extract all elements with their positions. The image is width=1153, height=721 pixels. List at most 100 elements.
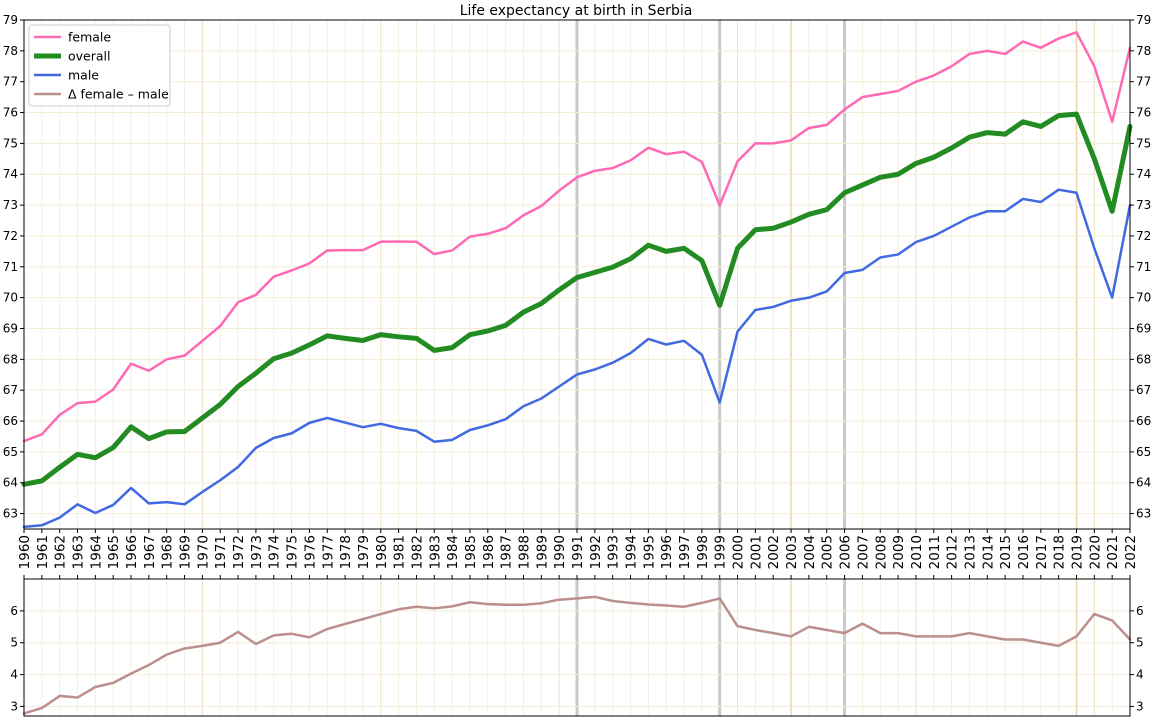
- series-line-female: [22, 31, 1132, 443]
- top-y-tick-label: 71: [3, 260, 18, 274]
- x-tick-label: 1987: [499, 535, 515, 569]
- x-tick-label: 1968: [160, 535, 176, 569]
- x-tick-label: 1993: [606, 535, 622, 569]
- top-y-tick-label-right: 75: [1136, 136, 1151, 150]
- top-y-tick-label: 64: [3, 476, 18, 490]
- top-y-tick-label-right: 79: [1136, 13, 1151, 27]
- x-tick-label: 1972: [231, 535, 247, 569]
- bottom-y-tick-label: 6: [10, 604, 18, 618]
- top-y-tick-label: 78: [3, 44, 18, 58]
- x-tick-label: 1963: [71, 535, 87, 569]
- x-tick-label: 2013: [962, 535, 978, 569]
- bottom-y-tick-label-right: 6: [1136, 604, 1144, 618]
- x-tick-label: 1990: [552, 535, 568, 569]
- x-tick-label: 1964: [88, 535, 104, 569]
- x-tick-label: 2012: [945, 535, 961, 569]
- x-tick-label: 1983: [427, 535, 443, 569]
- x-tick-label: 1962: [53, 535, 69, 569]
- top-y-tick-label: 76: [3, 106, 18, 120]
- top-y-tick-label-right: 78: [1136, 44, 1151, 58]
- x-tick-label: 1977: [320, 535, 336, 569]
- x-tick-label: 1986: [481, 535, 497, 569]
- x-tick-label: 2015: [998, 535, 1014, 569]
- x-tick-label: 1979: [356, 535, 372, 569]
- x-tick-label: 1961: [35, 535, 51, 569]
- top-y-tick-label: 77: [3, 75, 18, 89]
- top-y-tick-label-right: 76: [1136, 106, 1151, 120]
- bottom-y-tick-label: 5: [10, 636, 18, 650]
- x-tick-label: 1971: [213, 535, 229, 569]
- series-line-delta: [22, 595, 1132, 715]
- legend-label-female: female: [68, 30, 111, 45]
- x-tick-label: 2000: [731, 535, 747, 569]
- top-y-tick-label-right: 77: [1136, 75, 1151, 89]
- top-y-tick-label: 75: [3, 136, 18, 150]
- x-tick-label: 2010: [909, 535, 925, 569]
- top-y-tick-label-right: 73: [1136, 198, 1151, 212]
- series-line-male: [22, 188, 1132, 529]
- top-y-tick-label-right: 67: [1136, 383, 1151, 397]
- x-tick-label: 1997: [677, 535, 693, 569]
- x-tick-label: 2022: [1123, 535, 1139, 569]
- top-y-tick-label: 65: [3, 445, 18, 459]
- x-tick-label: 2007: [855, 535, 871, 569]
- top-grid: [23, 19, 1131, 529]
- x-tick-label: 1973: [249, 535, 265, 569]
- top-y-tick-label-right: 71: [1136, 260, 1151, 274]
- x-tick-label: 2017: [1034, 535, 1050, 569]
- legend-box: [28, 24, 171, 107]
- x-tick-label: 2002: [766, 535, 782, 569]
- legend-label-overall: overall: [68, 49, 110, 64]
- top-y-tick-label: 69: [3, 321, 18, 335]
- top-y-tick-label-right: 74: [1136, 167, 1151, 181]
- x-tick-label: 1966: [124, 535, 140, 569]
- x-tick-label: 2006: [838, 535, 854, 569]
- legend-label-male: male: [68, 68, 99, 83]
- x-tick-label: 1998: [695, 535, 711, 569]
- bottom-y-tick-label: 3: [10, 699, 18, 713]
- chart-title: Life expectancy at birth in Serbia: [460, 3, 693, 19]
- bottom-y-tick-label-right: 4: [1136, 668, 1144, 682]
- top-y-tick-label: 63: [3, 507, 18, 521]
- top-y-tick-label: 67: [3, 383, 18, 397]
- top-y-tick-label-right: 64: [1136, 476, 1151, 490]
- x-tick-label: 2011: [927, 535, 943, 569]
- x-tick-label: 2003: [784, 535, 800, 569]
- x-tick-label: 1985: [463, 535, 479, 569]
- x-tick-label: 1967: [142, 535, 158, 569]
- x-tick-label: 2019: [1069, 535, 1085, 569]
- top-y-tick-label: 68: [3, 352, 18, 366]
- x-tick-label: 1969: [178, 535, 194, 569]
- x-tick-label: 2009: [891, 535, 907, 569]
- x-tick-label: 1992: [588, 535, 604, 569]
- x-tick-label: 2008: [873, 535, 889, 569]
- x-tick-label: 1996: [659, 535, 675, 569]
- x-tick-label: 1991: [570, 535, 586, 569]
- x-tick-label: 1976: [302, 535, 318, 569]
- x-tick-label: 1984: [445, 535, 461, 569]
- x-tick-label: 1970: [195, 535, 211, 569]
- bottom-grid: [23, 579, 1131, 716]
- top-y-tick-label: 73: [3, 198, 18, 212]
- x-tick-label: 2005: [820, 535, 836, 569]
- x-tick-label: 1981: [392, 535, 408, 569]
- bottom-y-tick-label-right: 3: [1136, 699, 1144, 713]
- x-tick-label: 2014: [980, 535, 996, 569]
- series-line-overall: [21, 111, 1133, 487]
- x-tick-label: 2020: [1087, 535, 1103, 569]
- top-y-tick-label-right: 68: [1136, 352, 1151, 366]
- legend: female overall male Δ female – male: [28, 24, 171, 107]
- x-tick-label: 1974: [267, 535, 283, 569]
- legend-label-delta: Δ female – male: [68, 87, 169, 102]
- top-series-layer: [21, 31, 1133, 529]
- top-y-tick-label-right: 65: [1136, 445, 1151, 459]
- x-tick-label: 2018: [1052, 535, 1068, 569]
- top-y-tick-label: 70: [3, 291, 18, 305]
- x-tick-label: 1978: [338, 535, 354, 569]
- x-tick-label: 1989: [534, 535, 550, 569]
- bottom-series-layer: [22, 595, 1132, 715]
- top-y-tick-label-right: 69: [1136, 321, 1151, 335]
- x-tick-label: 1982: [409, 535, 425, 569]
- x-tick-label: 1995: [641, 535, 657, 569]
